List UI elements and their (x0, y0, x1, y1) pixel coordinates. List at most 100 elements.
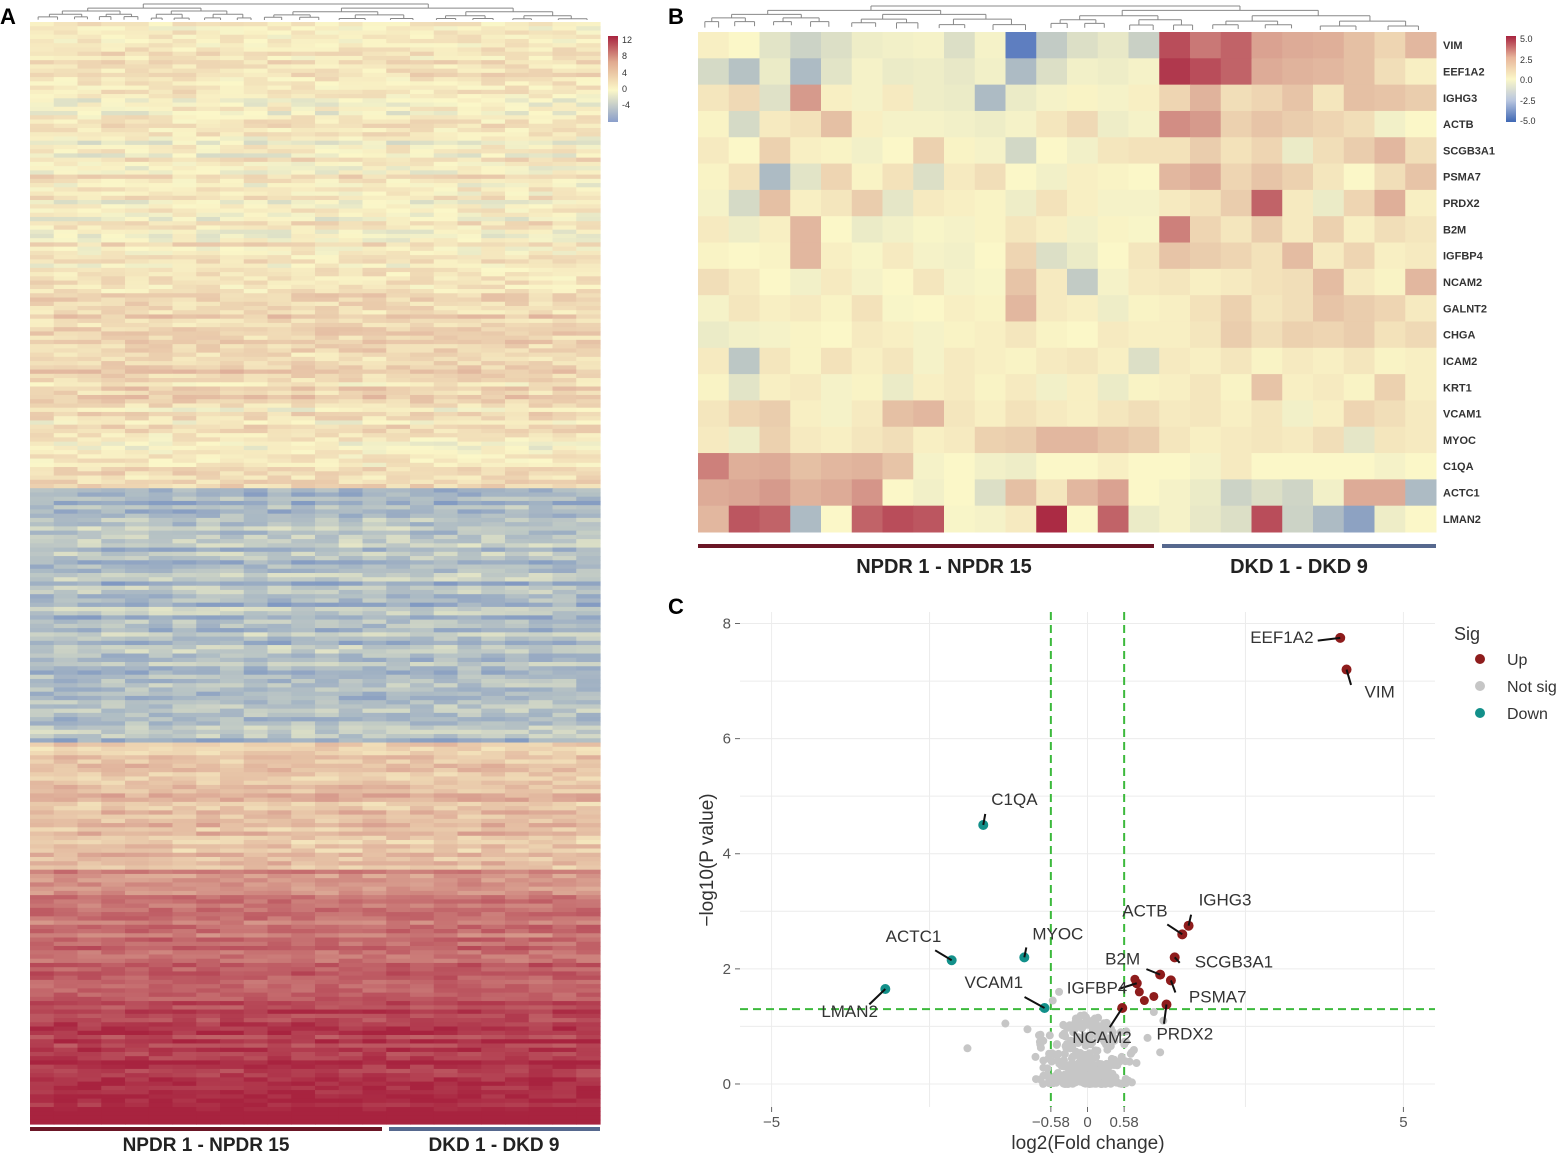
heatmap-cell (576, 564, 601, 570)
heatmap-cell (433, 26, 459, 32)
heatmap-cell (505, 789, 530, 794)
heatmap-cell (30, 233, 55, 239)
heatmap-cell (528, 500, 554, 506)
heatmap-cell (528, 127, 554, 133)
heatmap-cell (101, 873, 126, 879)
heatmap-cell (481, 98, 506, 104)
heatmap-cell (338, 577, 364, 583)
heatmap-cell (481, 751, 506, 756)
heatmap-cell (528, 157, 554, 163)
heatmap-cell (386, 301, 411, 307)
heatmap-cell (315, 793, 340, 799)
heatmap-cell (101, 365, 126, 371)
heatmap-cell (291, 670, 316, 676)
heatmap-cell (172, 200, 197, 205)
heatmap-cell (196, 297, 221, 303)
heatmap-cell (457, 144, 482, 150)
heatmap-cell (338, 763, 364, 769)
heatmap-cell (220, 759, 245, 765)
heatmap-cell (410, 882, 435, 888)
heatmap-cell (172, 475, 197, 481)
heatmap-cell (505, 310, 530, 316)
heatmap-cell (243, 793, 269, 799)
heatmap-cell (172, 174, 197, 180)
heatmap-cell (576, 416, 601, 422)
heatmap-cell (196, 289, 221, 294)
heatmap-cell (576, 869, 601, 875)
heatmap-cell (172, 255, 197, 260)
heatmap-cell (552, 365, 577, 371)
heatmap-cell (101, 530, 126, 536)
heatmap-cell (196, 678, 221, 684)
heatmap-cell (505, 416, 530, 422)
heatmap-cell (528, 140, 554, 146)
heatmap-cell (528, 878, 554, 884)
heatmap-cell (457, 751, 482, 756)
heatmap-cell (552, 327, 577, 333)
heatmap-cell (267, 94, 292, 99)
heatmap-cell (243, 585, 269, 591)
heatmap-cell (457, 666, 482, 672)
heatmap-cell (386, 149, 411, 154)
heatmap-cell (315, 77, 340, 82)
heatmap-cell (505, 221, 530, 227)
heatmap-cell (148, 666, 174, 672)
heatmap-cell (481, 496, 506, 502)
heatmap-cell (196, 399, 221, 405)
heatmap-cell (362, 763, 387, 769)
heatmap-cell (528, 390, 554, 396)
heatmap-cell (410, 115, 435, 121)
heatmap-cell (125, 433, 150, 438)
heatmap-cell (77, 505, 102, 511)
heatmap-cell (552, 225, 577, 231)
heatmap-cell (505, 827, 530, 833)
heatmap-cell (243, 34, 269, 40)
heatmap-cell (125, 191, 150, 197)
heatmap-cell (410, 852, 435, 858)
heatmap-cell (362, 297, 387, 303)
heatmap-cell (338, 873, 364, 879)
heatmap-cell (362, 717, 387, 722)
heatmap-cell (410, 861, 435, 867)
heatmap-cell (125, 708, 150, 714)
heatmap-cell (291, 513, 316, 519)
heatmap-cell (362, 157, 387, 163)
heatmap-cell (315, 55, 340, 61)
heatmap-cell (30, 496, 55, 502)
heatmap-cell (552, 789, 577, 794)
heatmap-cell (53, 339, 79, 345)
heatmap-cell (267, 878, 292, 884)
heatmap-cell (196, 149, 221, 154)
heatmap-cell (77, 424, 102, 430)
heatmap-cell (220, 178, 245, 184)
heatmap-cell (386, 560, 411, 566)
heatmap-cell (386, 183, 411, 188)
heatmap-cell (125, 886, 150, 892)
heatmap-cell (125, 683, 150, 689)
heatmap-cell (457, 238, 482, 243)
heatmap-cell (315, 551, 340, 557)
heatmap-cell (30, 784, 55, 790)
heatmap-cell (172, 394, 197, 400)
heatmap-cell (172, 445, 197, 451)
heatmap-cell (125, 344, 150, 349)
heatmap-cell (505, 229, 530, 235)
heatmap-cell (77, 399, 102, 405)
heatmap-cell (77, 428, 102, 434)
heatmap-cell (125, 382, 150, 388)
heatmap-cell (362, 645, 387, 650)
heatmap-cell (315, 534, 340, 540)
heatmap-cell (505, 38, 530, 44)
heatmap-cell (457, 784, 482, 790)
heatmap-cell (386, 318, 411, 324)
heatmap-cell (220, 683, 245, 689)
heatmap-cell (220, 276, 245, 282)
heatmap-cell (220, 581, 245, 587)
heatmap-cell (505, 856, 530, 862)
heatmap-cell (291, 746, 316, 752)
heatmap-cell (338, 174, 364, 180)
heatmap-cell (220, 255, 245, 260)
heatmap-cell (457, 509, 482, 515)
heatmap-cell (362, 560, 387, 566)
heatmap-cell (576, 462, 601, 468)
